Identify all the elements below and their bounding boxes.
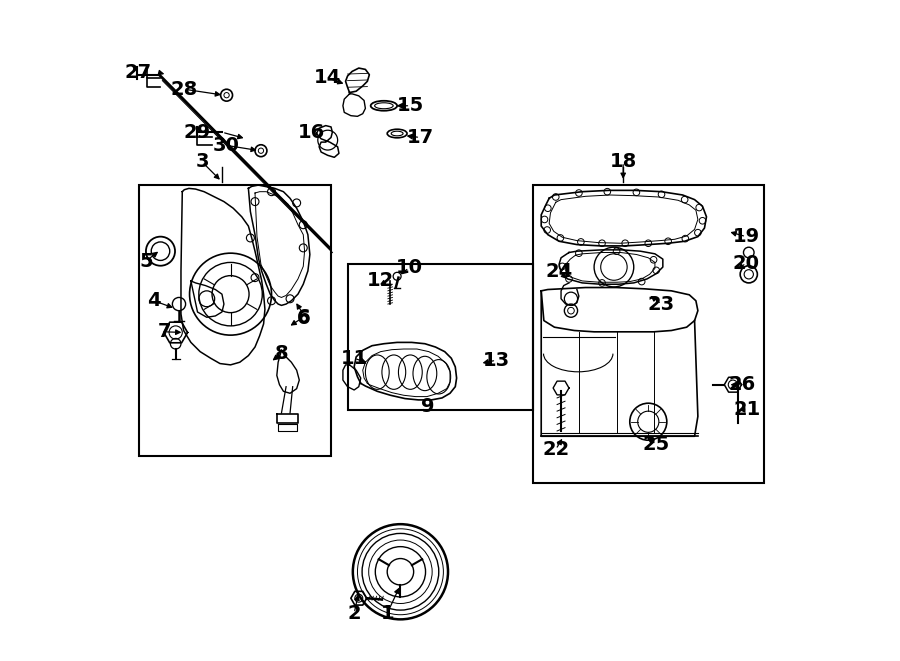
Bar [140,185,331,456]
Text: 28: 28 [171,80,198,98]
Text: 8: 8 [274,344,288,363]
Text: 23: 23 [648,295,675,313]
Text: 20: 20 [733,254,760,272]
Bar [533,185,764,483]
Circle shape [220,89,232,101]
Text: 13: 13 [482,351,509,369]
Text: 22: 22 [542,440,570,459]
Text: 2: 2 [347,604,361,623]
Text: 14: 14 [314,69,341,87]
Text: 29: 29 [184,123,212,141]
Text: 24: 24 [545,262,572,280]
Text: 1: 1 [381,604,394,623]
Text: 3: 3 [195,153,209,171]
Circle shape [255,145,267,157]
Text: 17: 17 [407,128,434,147]
Text: 15: 15 [397,97,424,115]
Text: 4: 4 [147,292,161,310]
Text: 21: 21 [734,401,761,419]
Text: 26: 26 [728,375,756,394]
Text: 5: 5 [140,252,153,270]
Text: 12: 12 [367,272,394,290]
Text: 10: 10 [395,258,422,277]
Text: 6: 6 [296,309,310,328]
Text: 7: 7 [158,323,171,341]
Text: 30: 30 [213,136,240,155]
Text: 18: 18 [609,153,637,171]
Text: 19: 19 [733,227,760,246]
Text: 16: 16 [298,123,325,141]
Text: 9: 9 [421,397,435,416]
Text: 6: 6 [296,308,310,327]
Bar [347,264,533,410]
Text: 25: 25 [643,435,670,453]
Text: 11: 11 [340,349,368,368]
Text: 27: 27 [124,63,151,82]
